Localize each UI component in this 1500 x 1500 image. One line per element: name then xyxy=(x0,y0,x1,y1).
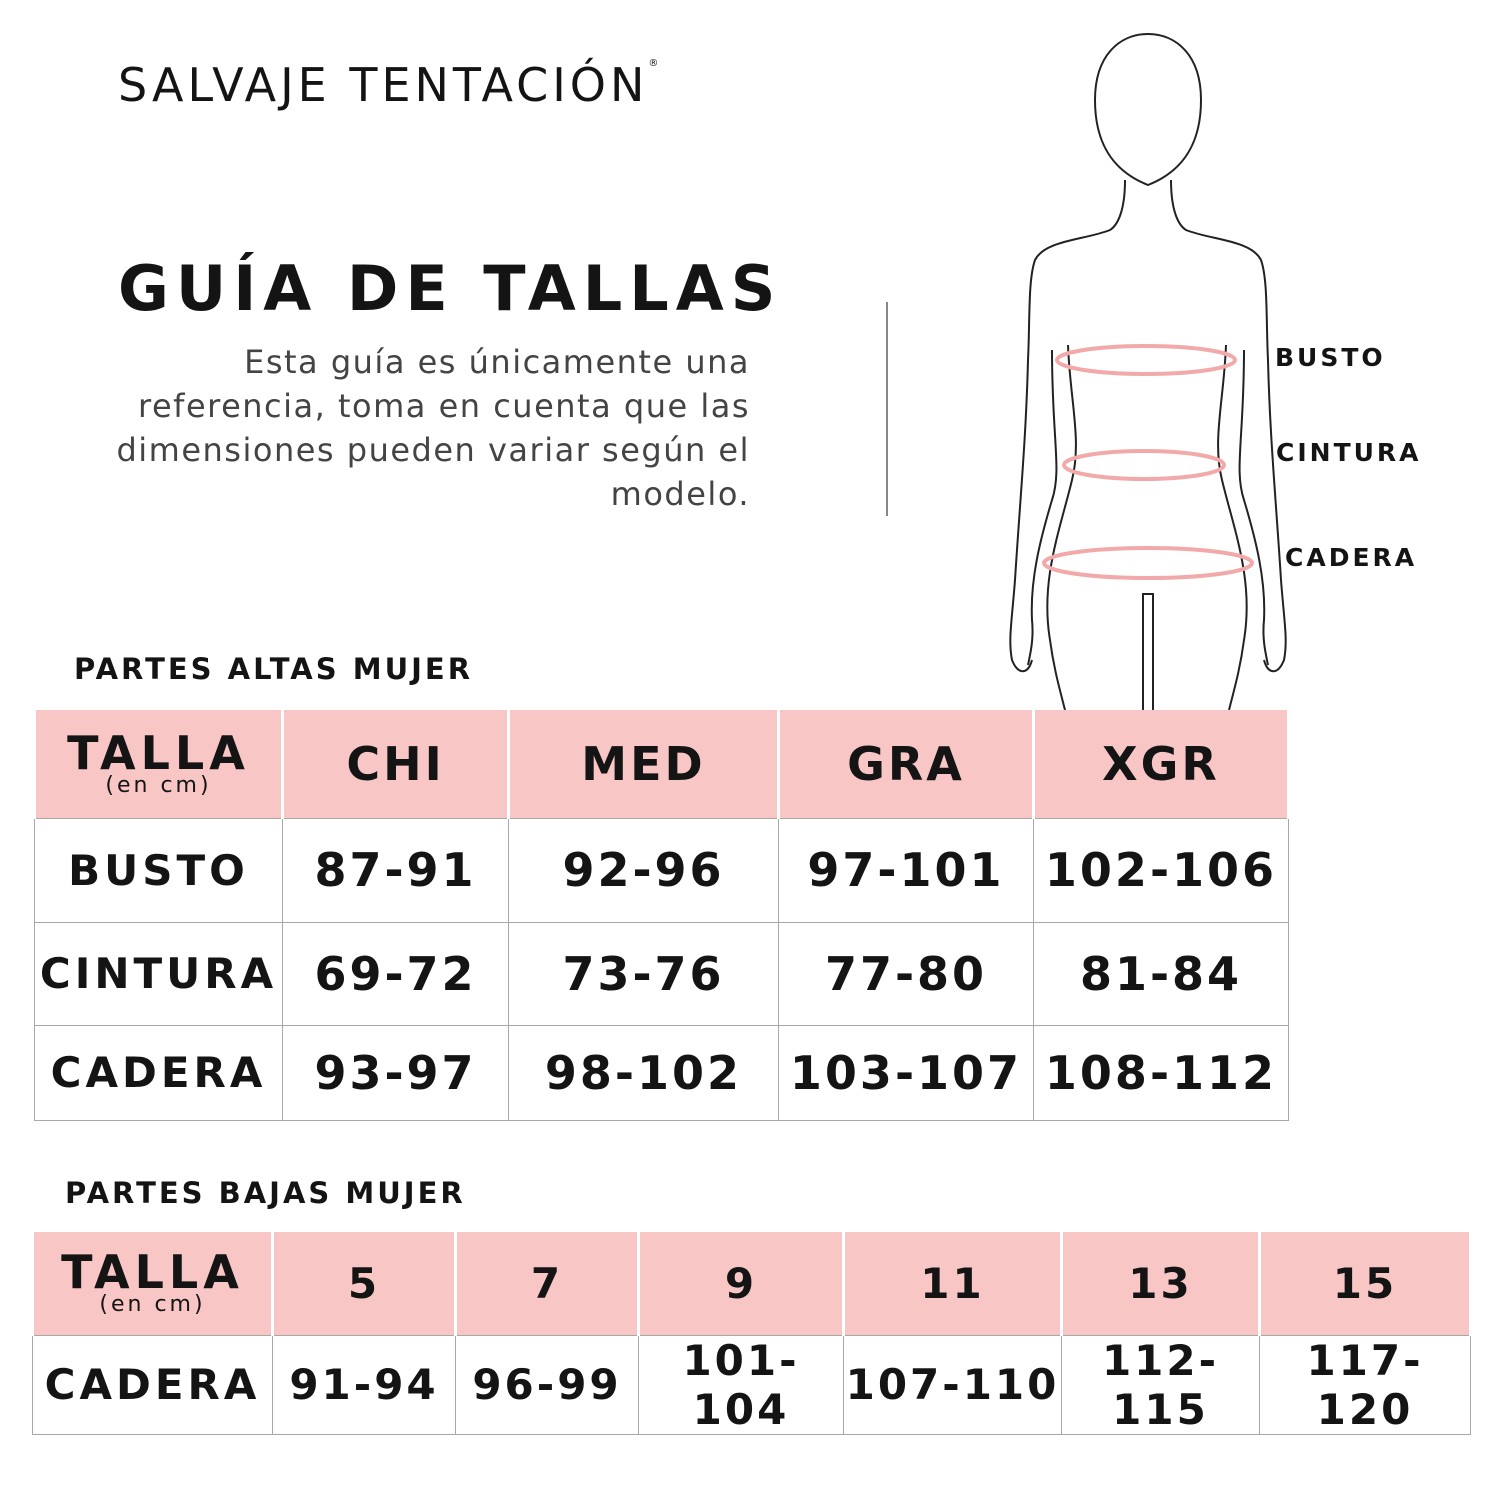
table-row: BUSTO 87-91 92-96 97-101 102-106 xyxy=(34,817,1289,923)
table-row: CINTURA 69-72 73-76 77-80 81-84 xyxy=(34,921,1289,1026)
table-row: CADERA 93-97 98-102 103-107 108-112 xyxy=(34,1024,1289,1121)
header-cell: GRA xyxy=(777,710,1035,818)
figure-label-busto: BUSTO xyxy=(1275,343,1386,372)
row-label: BUSTO xyxy=(34,817,283,923)
table-cell: 101-104 xyxy=(638,1334,844,1435)
header-cell: MED xyxy=(507,710,780,818)
row-label: CADERA xyxy=(34,1024,283,1121)
header-talla: TALLA (en cm) xyxy=(33,710,284,818)
header-talla: TALLA (en cm) xyxy=(31,1232,274,1335)
brand-logo: SALVAJE TENTACIÓN® xyxy=(118,58,658,112)
table-cell: 117-120 xyxy=(1259,1334,1471,1435)
header-cell: XGR xyxy=(1032,710,1290,818)
table-cell: 107-110 xyxy=(843,1334,1062,1435)
description: Esta guía es únicamente una referencia, … xyxy=(116,343,750,513)
header-cell: 11 xyxy=(842,1232,1063,1335)
header-cell: 7 xyxy=(454,1232,640,1335)
table-header-row: TALLA (en cm) 5 7 9 11 13 15 xyxy=(31,1232,1472,1335)
table-header-row: TALLA (en cm) CHI MED GRA XGR xyxy=(33,710,1290,818)
registered-mark: ® xyxy=(648,58,659,69)
brand-name: SALVAJE TENTACIÓN xyxy=(118,58,649,112)
header-cell: CHI xyxy=(281,710,510,818)
table-cell: 103-107 xyxy=(778,1024,1034,1121)
page-title: GUÍA DE TALLAS xyxy=(118,252,783,325)
header-cell: 9 xyxy=(637,1232,845,1335)
table-cell: 69-72 xyxy=(282,921,509,1026)
table-cell: 77-80 xyxy=(778,921,1034,1026)
row-label: CADERA xyxy=(32,1334,273,1435)
talla-label: TALLA xyxy=(61,1245,244,1300)
unit-label: (en cm) xyxy=(105,772,212,798)
talla-label: TALLA xyxy=(67,725,250,780)
header-cell: 13 xyxy=(1060,1232,1261,1335)
figure-label-cintura: CINTURA xyxy=(1276,438,1422,467)
table-cell: 92-96 xyxy=(508,817,779,923)
header-cell: 15 xyxy=(1258,1232,1472,1335)
section-title-upper: PARTES ALTAS MUJER xyxy=(74,652,474,686)
body-figure-illustration xyxy=(1009,32,1287,711)
table-cell: 96-99 xyxy=(455,1334,639,1435)
table-cell: 98-102 xyxy=(508,1024,779,1121)
table-cell: 97-101 xyxy=(778,817,1034,923)
table-cell: 87-91 xyxy=(282,817,509,923)
header-cell: 5 xyxy=(271,1232,457,1335)
table-cell: 81-84 xyxy=(1033,921,1289,1026)
table-cell: 112-115 xyxy=(1061,1334,1260,1435)
measurement-lines xyxy=(1042,344,1254,580)
table-cell: 108-112 xyxy=(1033,1024,1289,1121)
table-cell: 73-76 xyxy=(508,921,779,1026)
table-cell: 93-97 xyxy=(282,1024,509,1121)
table-cell: 102-106 xyxy=(1033,817,1289,923)
figure-label-cadera: CADERA xyxy=(1285,543,1418,572)
row-label: CINTURA xyxy=(34,921,283,1026)
upper-size-table: TALLA (en cm) CHI MED GRA XGR BUSTO 87-91… xyxy=(33,710,1290,1121)
section-title-lower: PARTES BAJAS MUJER xyxy=(65,1176,466,1210)
table-row: CADERA 91-94 96-99 101-104 107-110 112-1… xyxy=(32,1334,1471,1435)
table-cell: 91-94 xyxy=(272,1334,456,1435)
lower-size-table: TALLA (en cm) 5 7 9 11 13 15 CADERA 91-94… xyxy=(31,1232,1472,1435)
unit-label: (en cm) xyxy=(99,1292,206,1318)
divider xyxy=(886,302,888,516)
